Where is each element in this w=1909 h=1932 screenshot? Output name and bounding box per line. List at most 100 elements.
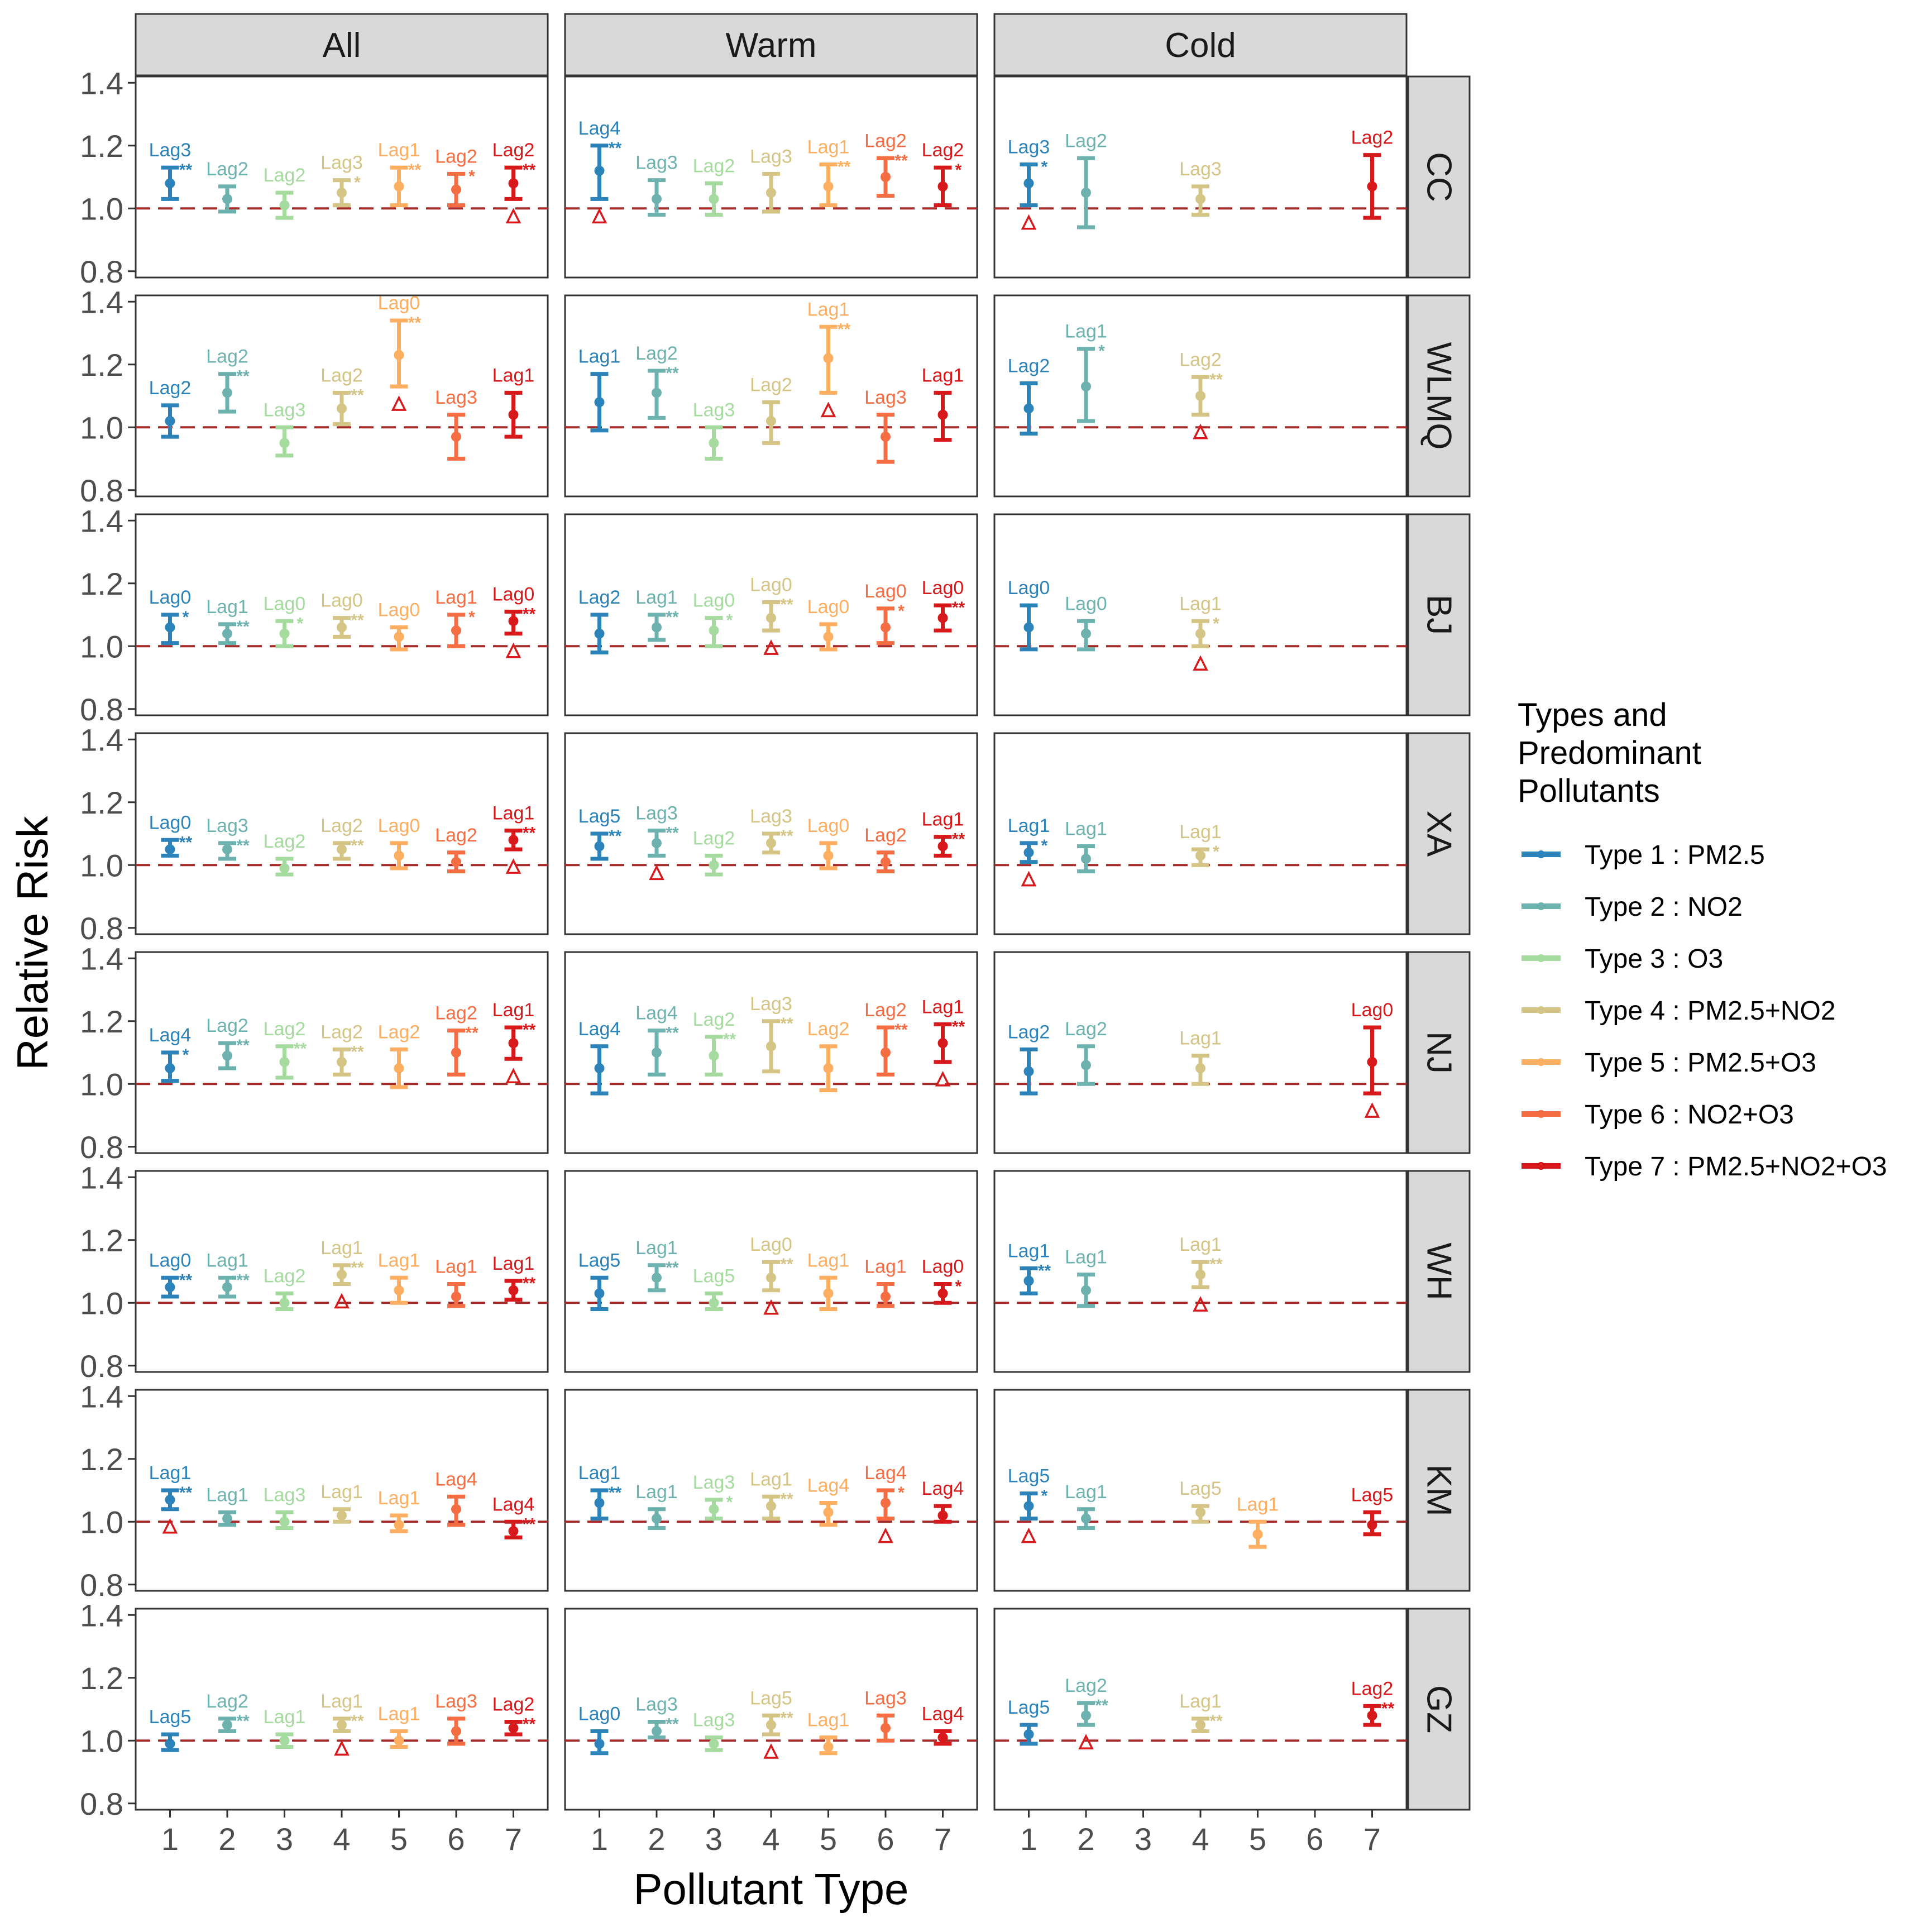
lag-label: Lag1 — [378, 1250, 420, 1271]
rr-point — [594, 1498, 605, 1508]
point-type-1: Lag2 — [1008, 356, 1050, 436]
rr-point — [1023, 403, 1034, 414]
significance-marker: ** — [1095, 1696, 1108, 1715]
rr-point — [823, 850, 834, 861]
lag-label: Lag1 — [378, 1488, 420, 1509]
delta-triangle-icon — [334, 1293, 350, 1309]
rr-point — [451, 184, 461, 195]
point-type-1: Lag5* — [1008, 1466, 1050, 1543]
point-type-2: Lag3 — [635, 152, 678, 217]
x-tick-label: 2 — [1077, 1821, 1094, 1857]
row-strip-label-bj: BJ — [1420, 595, 1458, 635]
point-type-2: Lag2 — [1065, 130, 1107, 229]
significance-marker: ** — [465, 1024, 479, 1042]
y-tick-label: 1.4 — [80, 941, 123, 976]
panel-border — [993, 75, 1408, 279]
point-type-5: Lag1 — [807, 1250, 849, 1311]
rr-point — [652, 1513, 662, 1524]
x-tick-label: 7 — [934, 1821, 951, 1857]
rr-point — [451, 625, 461, 636]
lag-label: Lag3 — [864, 1687, 907, 1709]
row-strip-label-xa: XA — [1420, 811, 1458, 857]
lag-label: Lag1 — [1237, 1494, 1279, 1515]
legend-label: Type 4 : PM2.5+NO2 — [1585, 996, 1836, 1026]
legend-label: Type 5 : PM2.5+O3 — [1585, 1048, 1816, 1078]
rr-point — [1023, 1066, 1034, 1077]
x-tick-label: 3 — [1135, 1821, 1152, 1857]
x-tick-label: 4 — [333, 1821, 350, 1857]
rr-point — [937, 841, 948, 852]
lag-label: Lag2 — [693, 828, 735, 849]
delta-triangle-icon — [334, 1740, 350, 1756]
y-tick-label: 1.0 — [80, 629, 123, 664]
point-type-5: Lag1** — [807, 137, 850, 208]
point-type-2: Lag2** — [206, 1691, 250, 1733]
significance-marker: ** — [666, 364, 679, 382]
y-tick-label: 1.4 — [80, 722, 123, 757]
lag-label: Lag0 — [807, 815, 850, 836]
lag-label: Lag1 — [1179, 1691, 1222, 1712]
lag-label: Lag2 — [1065, 1675, 1107, 1696]
lag-label: Lag1 — [635, 587, 678, 608]
x-tick-label: 7 — [505, 1821, 522, 1857]
rr-point — [1081, 854, 1091, 864]
rr-point — [823, 1742, 834, 1752]
lag-label: Lag3 — [750, 993, 792, 1015]
rr-point — [394, 350, 404, 360]
lag-label: Lag1 — [206, 1250, 248, 1271]
lag-label: Lag1 — [1179, 1028, 1222, 1049]
lag-label: Lag2 — [578, 587, 621, 608]
point-type-4: Lag5 — [1179, 1478, 1222, 1524]
rr-point — [279, 628, 290, 639]
lag-label: Lag5 — [1008, 1697, 1050, 1718]
rr-point — [394, 1519, 404, 1530]
point-type-3: Lag2** — [264, 1018, 307, 1080]
lag-label: Lag5 — [578, 1250, 621, 1271]
lag-label: Lag3 — [635, 802, 678, 824]
lag-label: Lag3 — [635, 152, 678, 174]
significance-marker: ** — [666, 1715, 679, 1734]
y-tick-label: 1.0 — [80, 191, 123, 226]
lag-label: Lag1 — [206, 596, 248, 618]
significance-marker: ** — [294, 1040, 307, 1058]
legend-key-point — [1537, 1162, 1545, 1170]
point-type-7: Lag2** — [1351, 1678, 1394, 1727]
point-type-7: Lag4 — [922, 1478, 964, 1524]
rr-point — [1195, 628, 1205, 639]
legend-title-line: Pollutants — [1518, 773, 1660, 809]
significance-marker: ** — [236, 618, 250, 636]
lag-label: Lag1 — [807, 1710, 850, 1731]
lag-label: Lag1 — [1065, 1481, 1107, 1503]
delta-triangle-icon — [1364, 1102, 1380, 1118]
rr-point — [1081, 1513, 1091, 1524]
lag-label: Lag2 — [435, 825, 477, 846]
point-type-6: Lag4* — [864, 1462, 907, 1543]
point-type-4: Lag1** — [1179, 1234, 1223, 1312]
point-type-7: Lag0** — [922, 577, 965, 633]
point-type-7: Lag2 — [1351, 127, 1393, 220]
delta-triangle-icon — [505, 208, 521, 224]
point-type-7: Lag1** — [492, 1253, 535, 1302]
point-type-5: Lag0 — [807, 815, 850, 871]
lag-label: Lag2 — [320, 365, 363, 386]
lag-label: Lag3 — [435, 387, 477, 408]
rr-point — [337, 622, 347, 633]
panel-border — [564, 1608, 978, 1811]
rr-point — [337, 1056, 347, 1067]
rr-point — [594, 1063, 605, 1074]
point-type-5: Lag2 — [807, 1018, 849, 1092]
significance-marker: ** — [952, 1017, 965, 1036]
rr-point — [1195, 850, 1205, 861]
significance-marker: ** — [523, 161, 536, 179]
y-tick-label: 1.0 — [80, 1723, 123, 1758]
point-type-4: Lag0** — [750, 575, 793, 655]
x-tick-label: 1 — [161, 1821, 179, 1857]
panel-km-cold: Lag5* Lag1 Lag5 Lag1 Lag5 — [993, 1389, 1408, 1592]
point-type-3: Lag2 — [264, 831, 305, 877]
lag-label: Lag2 — [435, 1003, 477, 1024]
y-tick-label: 1.2 — [80, 1004, 123, 1039]
lag-label: Lag5 — [1008, 1466, 1050, 1487]
